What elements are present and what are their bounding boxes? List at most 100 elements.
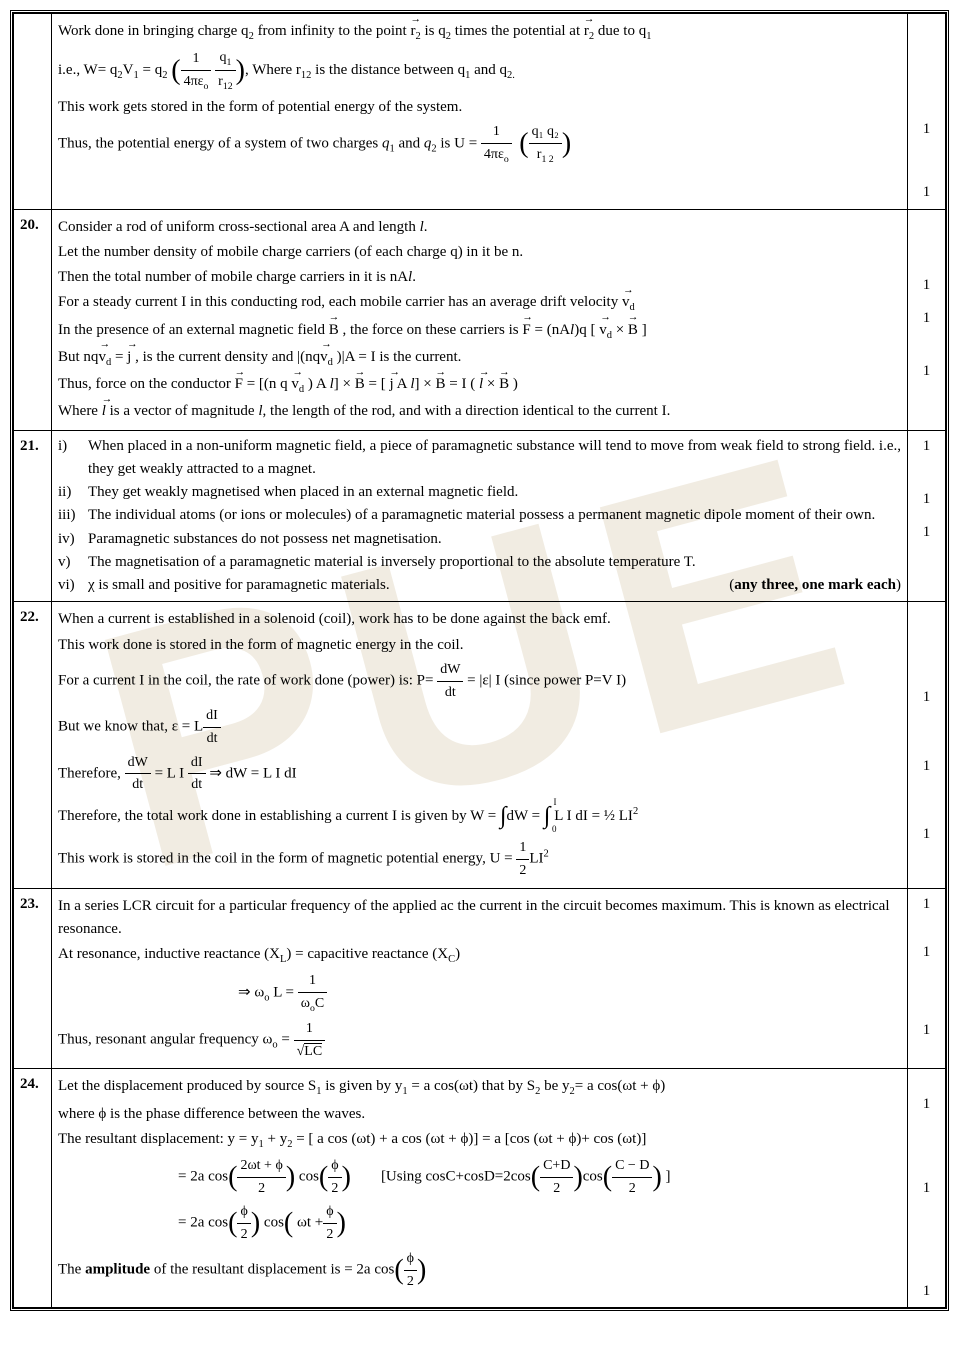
t: L = [269,985,297,1001]
line: i.e., W= q2V1 = q2 (14πεo q1r12), Where … [58,47,901,94]
marks-cell: 1 1 1 [908,602,946,888]
s: 12 [223,81,233,92]
fraction: dIdt [203,705,221,749]
vector-vd: vd [599,319,612,344]
t: l [420,219,424,235]
line: The resultant displacement: y = y1 + y2 … [58,1128,901,1153]
list-item: v)The magnetisation of a paramagnetic ma… [58,551,901,574]
den: dt [188,774,206,796]
line: Thus, resonant angular frequency ωo = 1√… [58,1018,901,1062]
fraction: 1√LC [294,1018,326,1062]
t: They get weakly magnetised when placed i… [88,481,518,504]
den: 2 [516,860,529,882]
vector-r2: r2 [410,20,420,45]
s: 1 [646,31,651,42]
mark: 1 [914,181,939,204]
t: = L I [151,765,188,781]
t: Thus, force on the conductor [58,376,235,392]
t: ⇒ dW = L I dI [206,765,297,781]
t: The individual atoms (or ions or molecul… [88,504,901,527]
vector-j: j [389,373,393,396]
t: ) [455,946,460,962]
den: dt [203,728,221,750]
t: When placed in a non-uniform magnetic fi… [88,435,901,482]
t: χ is small and positive for paramagnetic… [88,574,390,597]
t: × [483,376,499,392]
num: ϕ [237,1201,250,1224]
integral-icon: ∫ [500,803,507,829]
t: Therefore, [58,765,125,781]
num: 1 [181,48,212,71]
t: dW = [507,808,544,824]
mark: 1 [914,941,939,964]
t: and [395,136,424,152]
label: i) [58,435,88,482]
integral-icon: ∫I0 [544,798,551,835]
t: be y [540,1078,569,1094]
note: (any three, one mark each) [729,574,901,597]
label: iii) [58,504,88,527]
qnum-cell [14,14,52,210]
t: cos [295,1169,319,1185]
t: ) = capacitive reactance (X [286,946,448,962]
t: cos [260,1215,284,1231]
num: 1 [294,1018,326,1041]
fraction: dWdt [437,659,463,703]
t: Work done in bringing charge q [58,23,249,39]
vector-F: F [235,373,243,396]
qnum-cell: 21. [14,430,52,602]
line: Thus, force on the conductor F = [(n q v… [58,373,901,398]
line: At resonance, inductive reactance (XL) =… [58,943,901,968]
vector-vd: vd [291,373,304,398]
list-item: vi)χ is small and positive for paramagne… [58,574,901,597]
marks-cell: 1 1 1 [908,1069,946,1308]
t: is given by y [322,1078,403,1094]
t: ] × [415,376,436,392]
equation: = 2a cos(2ωt + ϕ2) cos(ϕ2) [Using cosC+c… [58,1155,901,1199]
fraction: dWdt [125,752,151,796]
t: is a vector of magnitude [106,403,258,419]
den: 2 [404,1271,417,1293]
t: cos [583,1169,603,1185]
mark: 1 [914,893,939,916]
mark: 1 [914,1019,939,1042]
t: times the potential at [451,23,584,39]
line: When a current is established in a solen… [58,608,901,631]
t: of the resultant displacement is = 2a co… [150,1261,394,1277]
mark: 1 [914,274,939,297]
t: = [(n q [247,376,292,392]
vector-vd: vd [98,346,111,371]
t: = 2a cos [178,1169,228,1185]
num: 2ωt + ϕ [237,1155,285,1178]
fraction: q₁ q₂r1 2 [529,121,562,167]
t: But nq [58,349,98,365]
t: In the presence of an external magnetic … [58,322,329,338]
t: A [394,376,411,392]
t: = [ [365,376,390,392]
s: o [504,154,509,165]
t: due to q [594,23,646,39]
label: ii) [58,481,88,504]
den: dt [125,774,151,796]
t: ωt + [293,1215,323,1231]
answer-cell: In a series LCR circuit for a particular… [52,888,908,1069]
fraction: 14πεo [181,48,212,94]
t: Then the total number of mobile charge c… [58,269,408,285]
answer-cell: When a current is established in a solen… [52,602,908,888]
t: LI [529,851,543,867]
t: For a steady current I in this conductin… [58,294,622,310]
vector-l: l [102,400,106,423]
t: )|A = I is the current. [333,349,462,365]
t: [Using cosC+cosD=2cos [381,1169,531,1185]
t: ω [301,996,310,1011]
t: The [58,1261,85,1277]
t: Thus, resonant angular frequency ω [58,1032,272,1048]
num: C+D [540,1155,573,1178]
s: 1 2 [541,154,553,165]
fraction: C+D2 [540,1155,573,1199]
num: dW [437,659,463,682]
t: is U = [437,136,478,152]
vector-B: B [355,373,365,396]
equation: = 2a cos(ϕ2) cos( ωt +ϕ2) [58,1201,901,1245]
line: In the presence of an external magnetic … [58,319,901,344]
